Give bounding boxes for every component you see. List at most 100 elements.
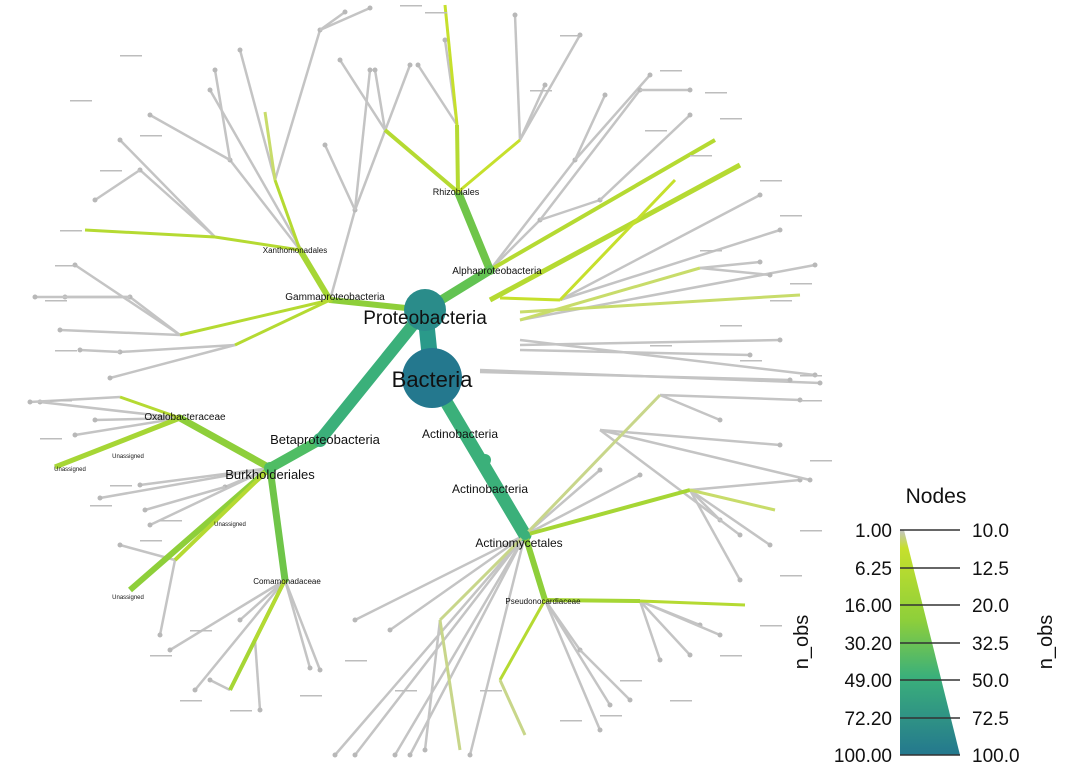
minor-node [422,747,428,753]
minor-label-mark [560,35,582,37]
minor-node [512,12,518,18]
minor-label-mark [40,438,62,440]
minor-node [212,67,218,73]
minor-label-mark [790,283,812,285]
minor-node [777,227,783,233]
node-bacteria[interactable] [402,348,462,408]
minor-node [392,752,398,758]
minor-branch [519,348,751,357]
minor-node [322,142,328,148]
minor-node [807,477,813,483]
minor-branch [659,393,801,402]
minor-node [442,37,448,43]
edge-alpha-unassigned [499,296,561,302]
minor-label-mark [760,625,782,627]
minor-branch [149,466,271,527]
minor-label-mark [810,460,832,462]
minor-label-mark [670,700,692,702]
edge-alpha-rhizobiales [454,188,494,274]
edge-actino-pseudonocardiaceae [522,532,548,603]
edge-gamma-xanthomonadales [297,247,333,303]
minor-branch [599,428,811,482]
minor-node [192,687,198,693]
label-bacteria: Bacteria [392,367,473,392]
minor-label-mark [55,265,77,267]
minor-label-mark [720,325,742,327]
legend-left-tick-label: 1.00 [855,521,892,542]
minor-label-mark [45,300,67,302]
legend-title: Nodes [906,485,967,508]
edge-alpha-unassigned [519,266,701,322]
edge-alpha-unassigned [519,293,801,314]
minor-branch [689,488,771,547]
minor-label-mark [780,215,802,217]
edge-pseudo-child [498,679,527,736]
minor-branch [109,343,236,380]
edge-rhizobiales-child [383,128,460,194]
node-actinobacteria[interactable] [479,454,491,466]
label-rhizobiales: Rhizobiales [433,187,480,197]
edge-burk-comamonadaceae [266,464,289,584]
minor-branch [639,600,691,656]
minor-label-mark [480,690,502,692]
edge-rhizobiales-child [443,4,459,126]
minor-branch [229,159,301,251]
minor-branch [239,579,286,621]
minor-branch [543,599,612,706]
minor-node [97,495,103,501]
edge-actino-child [523,393,662,537]
edge-actino-child [438,533,527,622]
minor-taxa-labels [40,5,832,722]
minor-branch [699,266,771,277]
minor-branch [59,328,181,337]
label-unassigned: Unassigned [112,454,144,460]
minor-label-mark [650,345,672,347]
minor-node [57,327,63,333]
minor-node [747,352,753,358]
minor-node [157,632,163,638]
legend-left-tick-label: 72.20 [844,709,892,730]
minor-node [737,577,743,583]
minor-branch [519,338,781,347]
node-alphaproteobacteria[interactable] [485,265,495,275]
node-burkholderiales[interactable] [264,462,276,474]
edge-xanth-child [214,235,301,252]
edge-pseudo-child [498,599,547,681]
minor-branch [29,395,121,404]
node-betaproteobacteria[interactable] [313,433,327,447]
minor-branch [489,159,576,271]
minor-branch [423,619,442,751]
legend-left-tick-label: 100.00 [834,746,892,767]
minor-node [137,482,143,488]
edge-xanth-child [84,228,216,239]
minor-branch [373,69,387,131]
minor-label-mark [660,70,682,72]
minor-node [352,617,358,623]
legend-right-tick-label: 50.0 [972,671,1009,692]
minor-branch [519,338,816,377]
node-proteobacteria[interactable] [404,289,446,331]
minor-label-mark [120,55,142,57]
minor-branch [539,89,641,221]
minor-node [257,707,263,713]
minor-label-mark [760,180,782,182]
minor-label-mark [50,400,72,402]
minor-node [777,442,783,448]
label-alphaproteobacteria: Alphaproteobacteria [452,266,542,277]
minor-branch [273,29,322,181]
node-actinomycetales[interactable] [520,530,530,540]
edge-beta-burkholderiales [265,435,325,473]
minor-node [767,542,773,548]
minor-branch [524,473,641,537]
minor-label-mark [620,680,642,682]
minor-branch [543,599,602,731]
legend-right-tick-label: 100.0 [972,746,1020,767]
minor-node [647,72,653,78]
minor-node [142,507,148,513]
minor-label-mark [720,655,742,657]
minor-node [147,522,153,528]
legend: Nodes 1.00 6.25 16.00 30.20 49.00 72.20 100.00… [791,485,1057,767]
minor-branch [573,94,607,161]
legend-right-tick-label: 32.5 [972,634,1009,655]
minor-node [337,57,343,63]
